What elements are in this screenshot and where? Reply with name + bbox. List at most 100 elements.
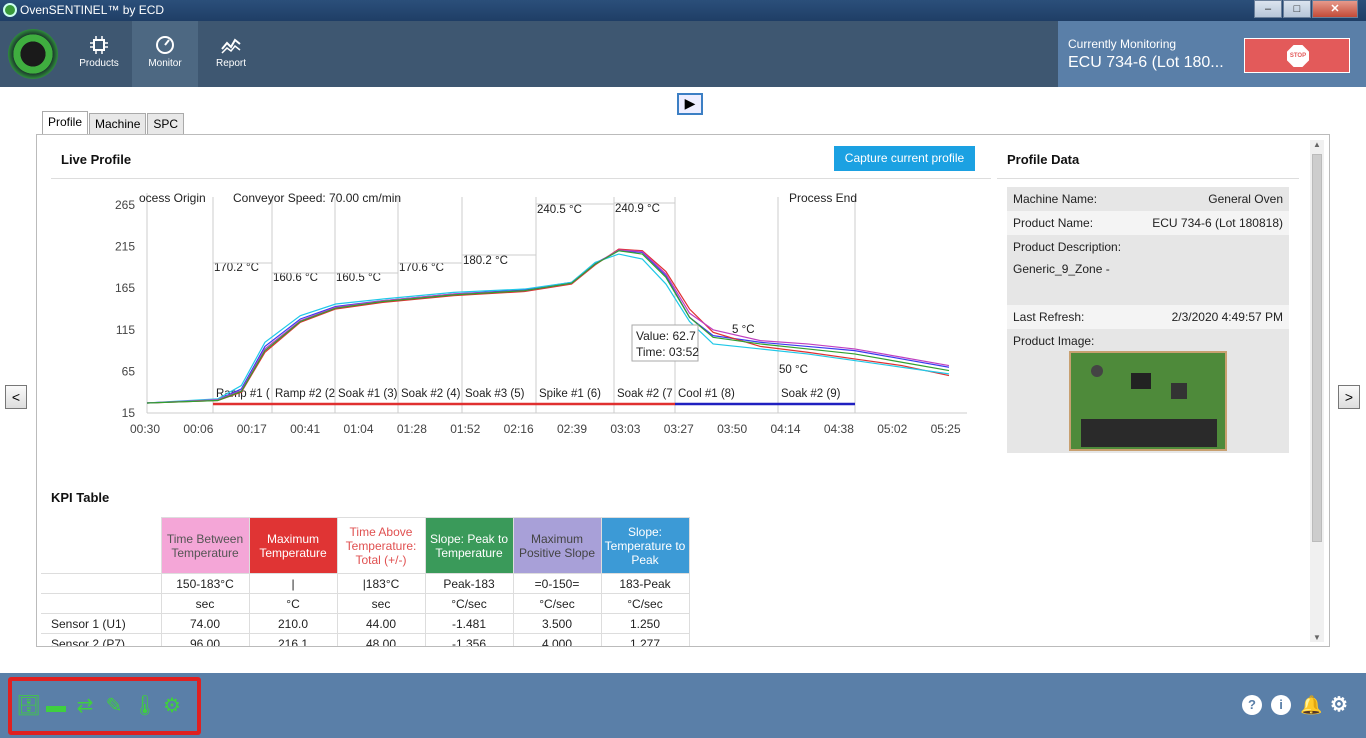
x-tick-label: 02:16 [504,422,534,436]
last-refresh-row: Last Refresh: 2/3/2020 4:49:57 PM [1007,305,1289,329]
drive-icon[interactable]: ▬ [46,695,66,717]
kpi-table: Time Between Temperature Maximum Temperat… [41,517,690,646]
zone-peak-label: 50 °C [779,364,808,376]
zone-label: Cool #1 (8) [678,388,735,400]
zone-label: Soak #2 (7 [617,388,673,400]
top-nav-bar: Products Monitor Report Currently Monito… [0,21,1366,87]
app-logo-icon [8,29,58,79]
window-title: OvenSENTINEL™ by ECD [20,3,165,17]
vertical-scrollbar[interactable]: ▲ ▼ [1310,140,1324,642]
bell-icon[interactable]: 🔔 [1300,695,1323,715]
kpi-value-cell: -1.356 [424,633,514,646]
x-tick-label: 04:14 [770,422,800,436]
zone-peak-label: 170.2 °C [214,262,259,274]
kpi-range-row: 150-183°C | |183°C Peak-183 =0-150= 183-Peak [41,573,690,594]
tab-spc[interactable]: SPC [147,113,185,135]
x-tick-label: 01:04 [343,422,373,436]
zone-peak-label: 180.2 °C [463,255,508,267]
tab-profile[interactable]: Profile [42,111,89,135]
close-button[interactable]: ✕ [1312,0,1358,18]
stop-button[interactable]: STOP [1244,38,1350,73]
main-content: ▶ Profile Machine SPC < > Live Profile C… [0,87,1366,673]
monitoring-panel: Currently Monitoring ECU 734-6 (Lot 180.… [1058,21,1366,87]
y-tick-label: 65 [122,364,136,378]
zone-label: Soak #3 (5) [465,388,525,400]
kpi-header-cell: Slope: Temperature to Peak [600,517,690,574]
product-desc-value: Generic_9_Zone - [1013,262,1110,276]
kpi-sensor-name: Sensor 1 (U1) [41,613,162,634]
bottom-bar: 🗄 ▬ ⇄ ✎ 🌡 ⚙ ? i 🔔 ⚙ [0,673,1366,738]
stop-sign-icon: STOP [1287,45,1309,67]
x-tick-label: 00:30 [130,422,160,436]
kpi-unit-cell: °C/sec [600,593,690,614]
nav-monitor[interactable]: Monitor [132,21,198,87]
kpi-unit-cell: °C/sec [424,593,514,614]
annotation-process-origin: ocess Origin [139,191,206,205]
info-icon[interactable]: i [1271,695,1291,715]
profile-panel: Live Profile Capture current profile 15 6… [36,134,1330,647]
x-tick-label: 00:06 [183,422,213,436]
product-image-section: Product Image: [1007,329,1289,453]
nav-monitor-label: Monitor [148,58,182,69]
series-line-2 [146,253,950,404]
annotation-conveyor-speed: Conveyor Speed: 70.00 cm/min [233,191,401,205]
pencil-icon[interactable]: ✎ [105,695,123,717]
kpi-blank-cell [41,573,162,594]
report-chart-icon [221,38,241,54]
play-button[interactable]: ▶ [677,93,703,115]
thermometer-icon[interactable]: 🌡 [132,695,158,717]
kpi-header-blank [41,517,162,574]
zone-label: Soak #1 (3) [338,388,398,400]
series-line-1 [146,248,950,404]
kpi-blank-cell [41,593,162,614]
x-tick-label: 05:02 [877,422,907,436]
nav-products[interactable]: Products [66,21,132,87]
kpi-header-cell: Time Between Temperature [160,517,250,574]
capture-profile-button[interactable]: Capture current profile [834,146,975,171]
kpi-table-title: KPI Table [51,490,110,505]
minimize-button[interactable]: – [1254,0,1282,18]
x-tick-label: 03:50 [717,422,747,436]
divider [51,178,991,179]
table-row[interactable]: Sensor 1 (U1) 74.00 210.0 44.00 -1.481 3.500 1… [41,613,690,634]
monitoring-label: Currently Monitoring [1068,37,1177,51]
kpi-range-cell: 150-183°C [160,573,250,594]
product-image [1069,351,1227,451]
scrollbar-thumb[interactable] [1312,154,1322,542]
help-icon[interactable]: ? [1242,695,1262,715]
tab-machine[interactable]: Machine [89,113,147,135]
product-name-label: Product Name: [1013,216,1094,230]
x-tick-label: 03:03 [610,422,640,436]
next-arrow-button[interactable]: > [1338,385,1360,409]
kpi-value-cell: 44.00 [336,613,426,634]
database-icon[interactable]: 🗄 [16,695,42,717]
kpi-header-cell: Time Above Temperature: Total (+/-) [336,517,426,574]
nav-report[interactable]: Report [198,21,264,87]
kpi-range-cell: =0-150= [512,573,602,594]
kpi-value-cell: 210.0 [248,613,338,634]
live-profile-chart: 15 65 115 165 215 265 00:30 00:06 00:17 00:41 01:0… [115,191,967,436]
product-name-value: ECU 734-6 (Lot 180818) [1152,216,1283,230]
kpi-value-cell: 96.00 [160,633,250,646]
kpi-unit-cell: °C/sec [512,593,602,614]
kpi-value-cell: 4.000 [512,633,602,646]
x-tick-label: 01:52 [450,422,480,436]
zone-label: Spike #1 (6) [539,388,601,400]
annotation-process-end: Process End [789,191,857,205]
machine-name-row: Machine Name: General Oven [1007,187,1289,211]
kpi-unit-row: sec °C sec °C/sec °C/sec °C/sec [41,593,690,614]
tooltip-box [631,324,699,362]
previous-arrow-button[interactable]: < [5,385,27,409]
gear-icon[interactable]: ⚙ [1330,694,1348,716]
app-icon [3,3,17,17]
kpi-value-cell: 48.00 [336,633,426,646]
table-row[interactable]: Sensor 2 (P7) 96.00 216.1 48.00 -1.356 4.000 1… [41,633,690,646]
maximize-button[interactable]: □ [1283,0,1311,18]
kpi-header-cell: Maximum Positive Slope [512,517,602,574]
tab-bar: Profile Machine SPC [42,111,185,135]
settings-group-icon[interactable]: ⚙ [163,695,181,717]
x-tick-label: 03:27 [664,422,694,436]
share-icon[interactable]: ⇄ [76,695,94,717]
nav-products-label: Products [79,58,119,69]
kpi-value-cell: 3.500 [512,613,602,634]
